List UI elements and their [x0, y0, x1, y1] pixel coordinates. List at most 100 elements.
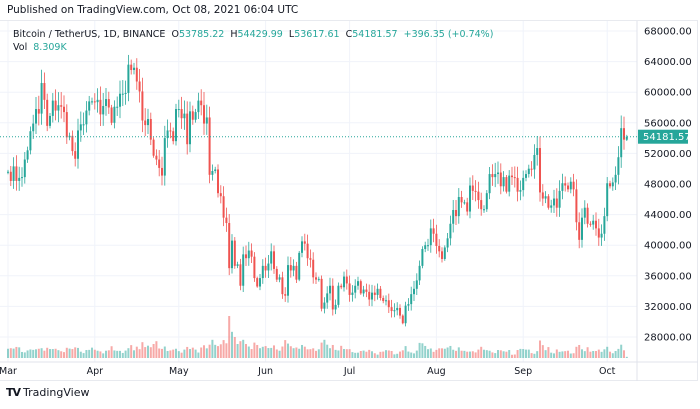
candle-body — [558, 190, 561, 208]
volume-bar — [581, 349, 583, 358]
volume-bar — [578, 344, 581, 358]
volume-bar — [404, 346, 407, 358]
volume-bar — [292, 348, 295, 358]
volume-bar — [63, 352, 65, 358]
candle-body — [600, 233, 603, 238]
volume-bar — [197, 352, 200, 358]
tradingview-logo[interactable]: TV TradingView — [6, 386, 90, 399]
volume-bar — [443, 348, 446, 358]
volume-bar — [40, 348, 43, 358]
candle-body — [289, 265, 292, 271]
volume-bar — [295, 347, 298, 358]
volume-bar — [110, 346, 113, 358]
volume-bar — [203, 345, 205, 358]
volume-bar — [281, 346, 284, 358]
candle-body — [564, 183, 567, 186]
volume-bar — [424, 345, 427, 358]
volume-bar — [575, 346, 578, 358]
volume-bar — [337, 350, 340, 358]
volume-bar — [541, 345, 544, 358]
high-value: 54429.99 — [237, 29, 283, 40]
candle-body — [617, 157, 620, 175]
volume-bar — [77, 347, 79, 358]
candle-body — [57, 105, 60, 111]
volume-bar — [393, 354, 396, 358]
volume-bar — [211, 339, 214, 358]
candle-body — [102, 105, 105, 115]
volume-bar — [91, 347, 93, 358]
candle-body — [460, 197, 463, 203]
volume-bar — [553, 353, 555, 358]
volume-bar — [29, 349, 32, 358]
candle-body — [147, 118, 149, 126]
volume-bar — [303, 346, 306, 358]
volume-bar — [113, 350, 116, 358]
volume-bar — [287, 343, 289, 358]
candle-body — [163, 138, 166, 176]
volume-bar — [250, 349, 253, 358]
candle-body — [455, 210, 457, 217]
volume-bar — [147, 345, 149, 358]
candle-body — [474, 190, 477, 192]
symbol-title[interactable]: Bitcoin / TetherUS, 1D, BINANCE — [13, 29, 166, 40]
candle-body — [236, 264, 239, 266]
candle-body — [306, 243, 309, 259]
candle-body — [208, 117, 211, 175]
candle-body — [161, 167, 163, 176]
candle-body — [513, 177, 516, 179]
candle-body — [261, 265, 264, 279]
candle-body — [368, 291, 371, 300]
volume-bar — [449, 345, 452, 358]
volume-bar — [82, 353, 85, 358]
candle-body — [135, 67, 138, 82]
volume-bar — [189, 349, 191, 358]
candle-body — [385, 300, 387, 302]
volume-bar — [600, 351, 603, 358]
candle-body — [88, 101, 91, 111]
candle-body — [485, 193, 488, 210]
candle-body — [345, 276, 348, 284]
candle-body — [85, 110, 88, 125]
high-label: H — [230, 29, 238, 40]
volume-bar — [480, 346, 483, 358]
time-tick-label: Aug — [427, 366, 446, 377]
volume-bar — [373, 353, 376, 358]
candle-body — [359, 281, 362, 294]
price-tick-label: 68000.00 — [644, 27, 692, 38]
candle-body — [539, 148, 541, 193]
candle-body — [488, 174, 491, 194]
candle-body — [589, 223, 592, 225]
volume-bar — [326, 344, 329, 358]
volume-bar — [525, 349, 527, 358]
volume-bar — [180, 352, 183, 358]
candle-body — [401, 315, 404, 324]
candle-body — [12, 166, 15, 181]
candle-body — [413, 288, 415, 295]
candle-body — [530, 168, 533, 170]
volume-bar — [152, 344, 155, 358]
candle-body — [15, 166, 18, 181]
low-value: 53617.61 — [294, 29, 340, 40]
candle-body — [572, 181, 575, 190]
open-value: 53785.22 — [178, 29, 225, 40]
volume-bar — [74, 347, 77, 358]
time-tick-label: Apr — [87, 366, 104, 377]
candle-body — [175, 109, 177, 142]
candle-body — [121, 93, 124, 95]
volume-bar — [399, 351, 401, 358]
volume-bar — [382, 351, 385, 358]
volume-bar — [460, 350, 463, 358]
volume-bar — [561, 351, 564, 358]
candle-body — [250, 250, 253, 257]
candle-body — [284, 294, 287, 296]
volume-bar — [124, 350, 127, 358]
price-tick-label: 32000.00 — [644, 302, 692, 313]
candle-body — [46, 99, 49, 126]
volume-bar — [284, 340, 287, 358]
volume-bar — [483, 349, 485, 358]
candle-body — [620, 128, 623, 158]
candle-body — [625, 136, 628, 140]
candle-body — [91, 101, 93, 103]
volume-bar — [379, 351, 382, 358]
